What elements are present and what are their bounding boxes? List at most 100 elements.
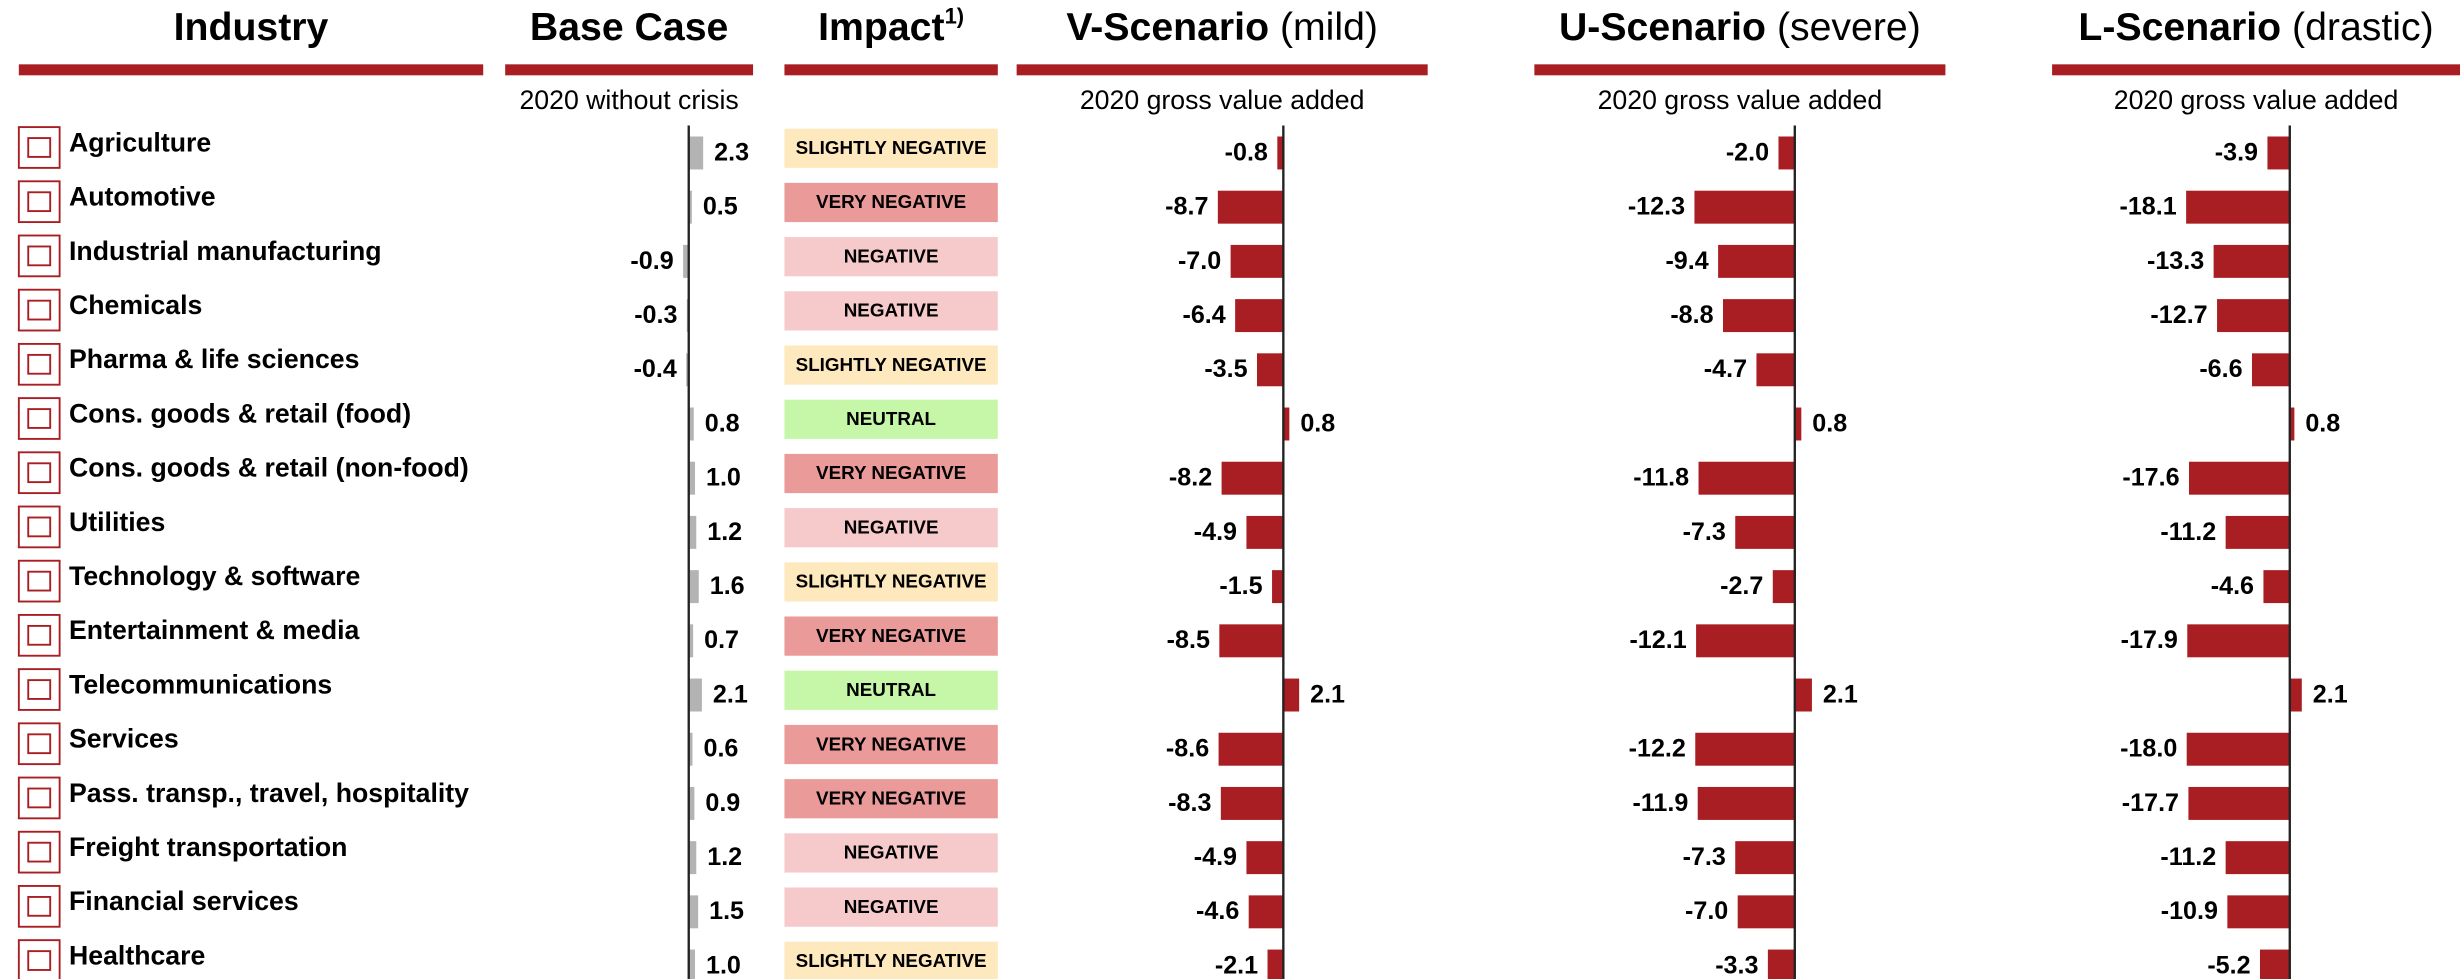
bar: [688, 136, 704, 170]
value-label: -0.9: [630, 247, 673, 275]
value-label: -12.7: [2150, 301, 2207, 329]
value-label: 0.5: [703, 193, 738, 221]
industry-icon-detail: [27, 679, 52, 700]
bar: [1256, 353, 1284, 387]
panel-title-main: Base Case: [530, 5, 728, 49]
industry-icon: [17, 722, 61, 766]
bar: [1723, 299, 1795, 333]
value-label: -17.6: [2122, 464, 2179, 492]
impact-badge: [784, 128, 998, 168]
bar: [2186, 190, 2290, 224]
bar: [1230, 244, 1284, 278]
value-label: -7.0: [1685, 897, 1728, 925]
impact-badge: [784, 399, 998, 439]
industry-label: Utilities: [69, 507, 165, 537]
value-label: -12.1: [1629, 626, 1686, 654]
impact-label: VERY NEGATIVE: [816, 191, 966, 212]
impact-title: Impact: [818, 5, 944, 49]
value-label: -11.8: [1633, 464, 1689, 492]
bar: [1698, 461, 1795, 495]
industry-icon: [17, 613, 61, 657]
bar: [1221, 461, 1284, 495]
industry-icon: [17, 397, 61, 440]
panel-title-note: (drastic): [2292, 5, 2434, 49]
bar: [688, 407, 694, 441]
value-label: -0.3: [634, 301, 677, 329]
industry-icon-detail: [27, 462, 52, 484]
bar: [1219, 624, 1284, 658]
bar: [688, 515, 697, 549]
panel-subtitle: 2020 without crisis: [519, 85, 738, 115]
bar: [688, 678, 702, 712]
industry-label: Financial services: [69, 886, 299, 916]
bar: [688, 732, 693, 766]
bar: [1217, 190, 1284, 224]
bar: [1283, 407, 1290, 441]
impact-badge: [784, 670, 998, 710]
value-label: 2.1: [713, 680, 748, 708]
industry-icon-detail: [27, 353, 52, 375]
industry-icon-detail: [27, 733, 52, 755]
bar: [688, 786, 695, 820]
industry-icon: [17, 451, 61, 495]
value-label: -12.3: [1628, 193, 1685, 221]
panel-title: Base Case: [530, 5, 728, 49]
bar: [1694, 190, 1795, 224]
value-label: 0.8: [1300, 409, 1335, 437]
bar: [688, 570, 699, 604]
bar: [688, 190, 692, 224]
panel-title-main: L-Scenario: [2078, 5, 2281, 49]
bar: [1794, 407, 1802, 441]
panel-title-main: U-Scenario: [1559, 5, 1766, 49]
value-label: -3.3: [1715, 951, 1758, 979]
value-label: 2.1: [1310, 680, 1345, 708]
industry-icon: [17, 668, 61, 711]
value-label: -17.7: [2122, 789, 2179, 817]
bar: [1735, 841, 1795, 875]
value-label: -3.9: [2215, 138, 2258, 166]
value-label: -2.1: [1215, 951, 1258, 979]
industry-label: Cons. goods & retail (food): [69, 398, 411, 428]
industry-icon-detail: [27, 299, 52, 321]
bar: [1220, 786, 1284, 820]
bar: [1778, 136, 1795, 170]
industry-icon-detail: [27, 950, 52, 971]
value-label: -9.4: [1665, 247, 1708, 275]
header-rule: [2052, 64, 2460, 76]
bar: [688, 624, 694, 658]
bar: [2251, 353, 2290, 387]
bar: [683, 244, 689, 278]
bar: [1267, 949, 1284, 979]
industry-icon-detail: [27, 624, 52, 646]
value-label: -4.7: [1704, 355, 1747, 383]
bar: [2213, 244, 2290, 278]
value-label: 0.8: [1812, 409, 1847, 437]
industry-label: Entertainment & media: [69, 615, 359, 645]
value-label: -4.9: [1194, 518, 1237, 546]
value-label: -6.6: [2199, 355, 2242, 383]
industry-icon: [17, 342, 61, 386]
impact-badge: [784, 508, 998, 548]
header-rule: [505, 64, 754, 76]
industry-icon-detail: [27, 408, 52, 429]
bar: [1794, 678, 1812, 712]
value-label: -8.7: [1165, 193, 1208, 221]
impact-label: NEGATIVE: [844, 245, 939, 266]
header-rule: [1534, 64, 1946, 76]
impact-badge: [784, 237, 998, 277]
value-label: 1.5: [709, 897, 744, 925]
header-rule: [18, 64, 484, 76]
impact-label: VERY NEGATIVE: [816, 733, 966, 754]
bar: [1272, 570, 1284, 604]
impact-label: NEUTRAL: [846, 408, 936, 429]
impact-label: SLIGHTLY NEGATIVE: [796, 950, 987, 971]
industry-icon: [17, 505, 61, 549]
bar: [686, 353, 689, 387]
bar: [2227, 895, 2290, 929]
impact-badge: [784, 291, 998, 331]
impact-badge: [784, 887, 998, 927]
industry-icon: [17, 830, 61, 874]
industry-label: Automotive: [69, 182, 216, 212]
value-label: -18.1: [2120, 193, 2177, 221]
industry-icon: [17, 288, 61, 332]
